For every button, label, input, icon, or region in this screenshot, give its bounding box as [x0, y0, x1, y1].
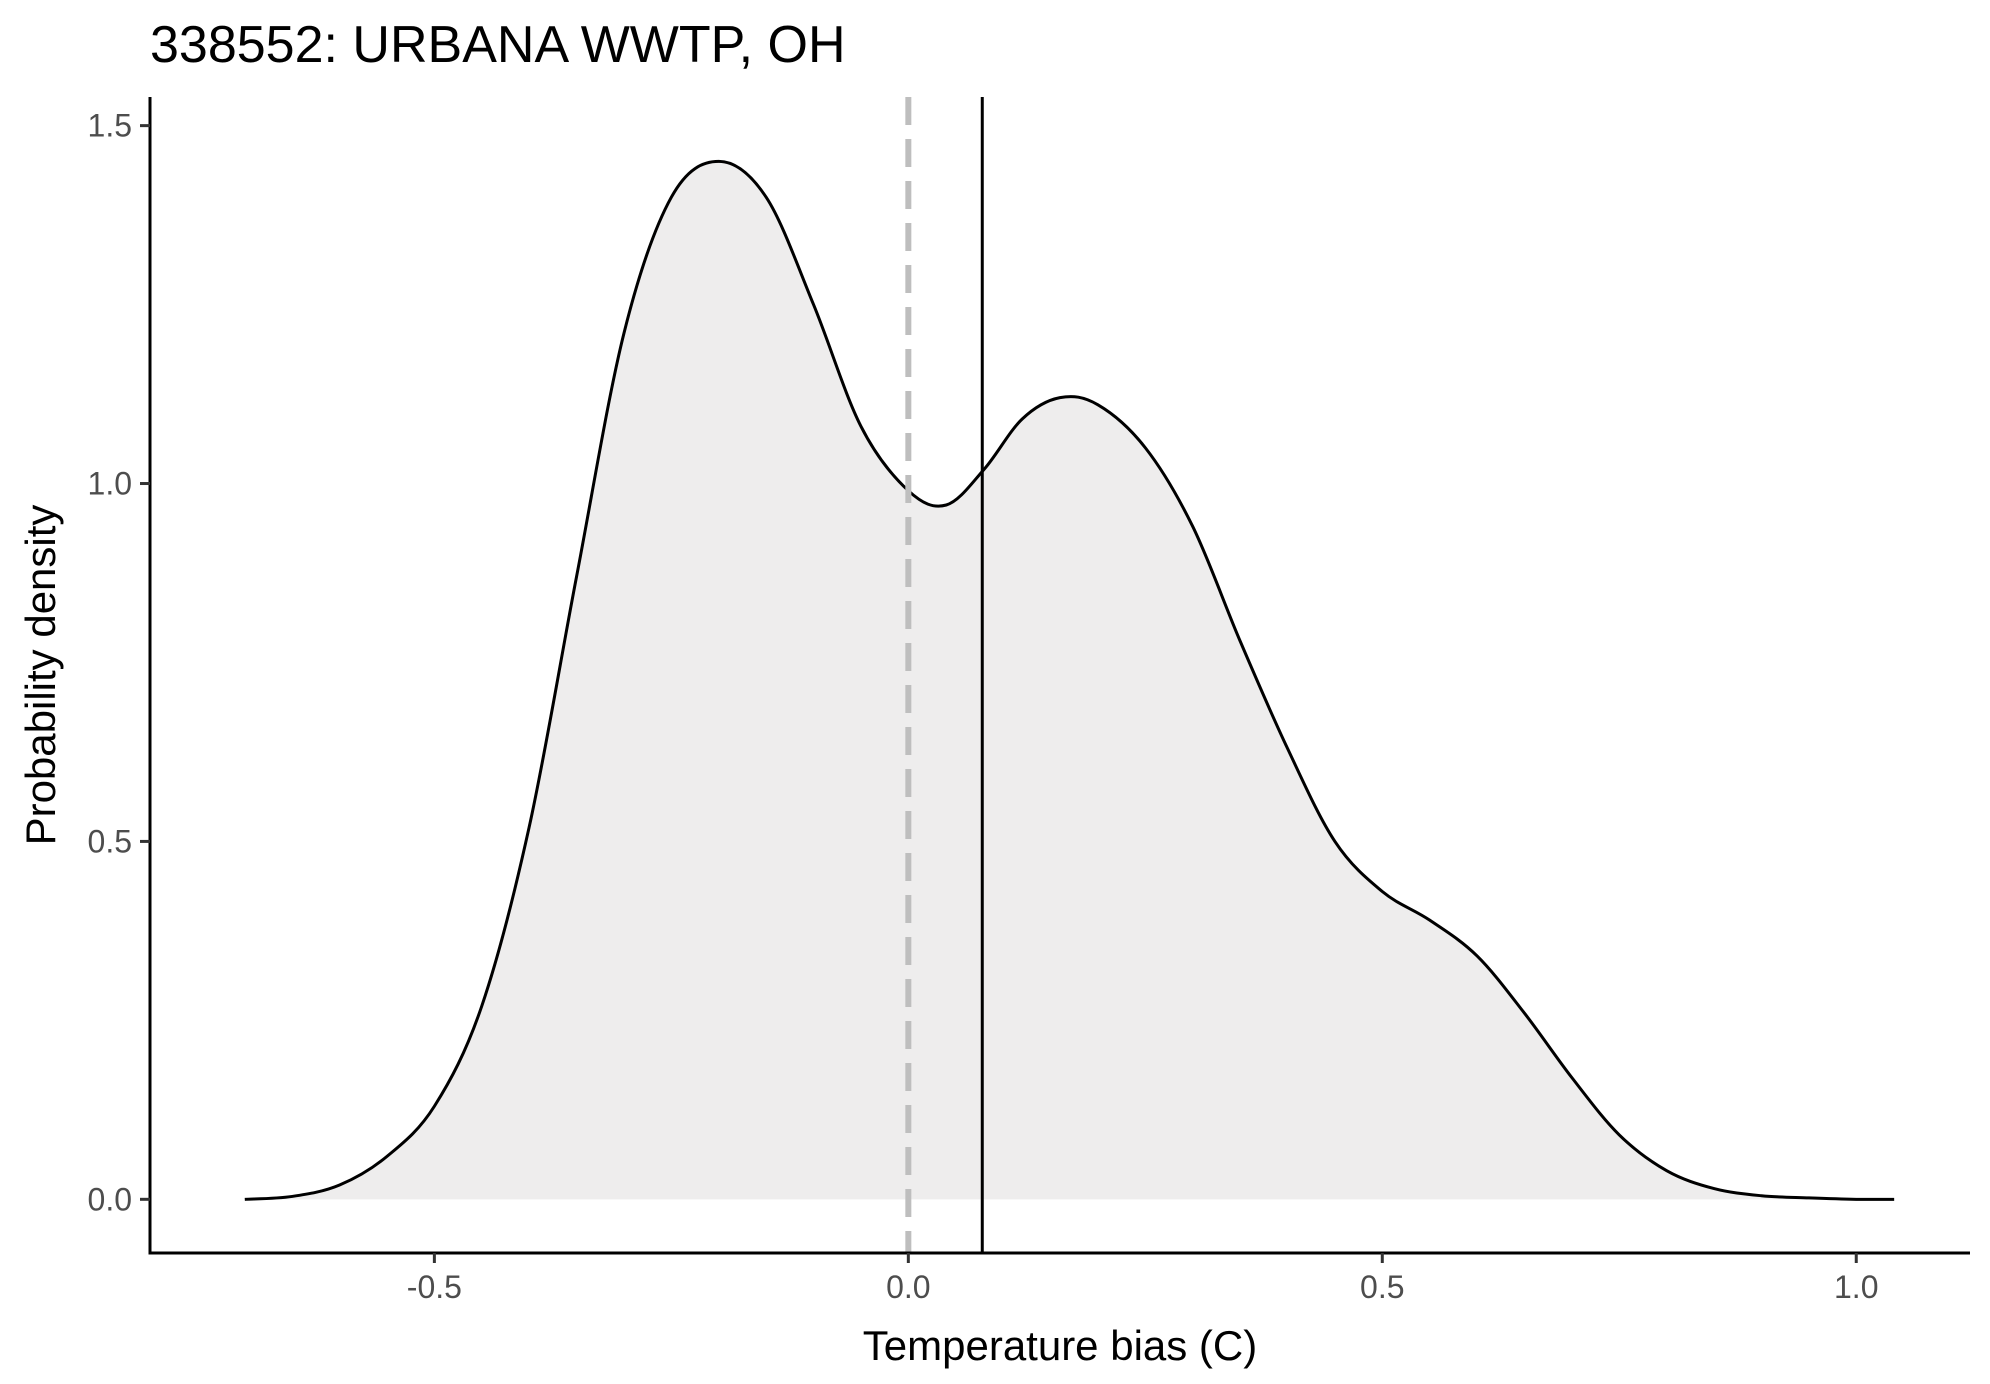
- y-tick-label: 0.0: [88, 1181, 132, 1217]
- y-tick-label: 1.5: [88, 108, 132, 144]
- x-axis-title: Temperature bias (C): [863, 1322, 1257, 1369]
- y-tick-label: 0.5: [88, 823, 132, 859]
- x-tick-label: 1.0: [1834, 1269, 1878, 1305]
- x-tick-label: 0.0: [886, 1269, 930, 1305]
- x-tick-label: -0.5: [407, 1269, 462, 1305]
- y-axis-title: Probability density: [17, 505, 64, 846]
- density-area: [244, 161, 1895, 1200]
- plot-area: [244, 97, 1895, 1253]
- density-curve: [244, 159, 1895, 1201]
- x-tick-label: 0.5: [1360, 1269, 1404, 1305]
- axes: -0.5 0.0 0.5 1.0 0.0 0.5 1.0 1.5: [88, 97, 1970, 1305]
- y-tick-label: 1.0: [88, 466, 132, 502]
- chart-title: 338552: URBANA WWTP, OH: [150, 16, 846, 74]
